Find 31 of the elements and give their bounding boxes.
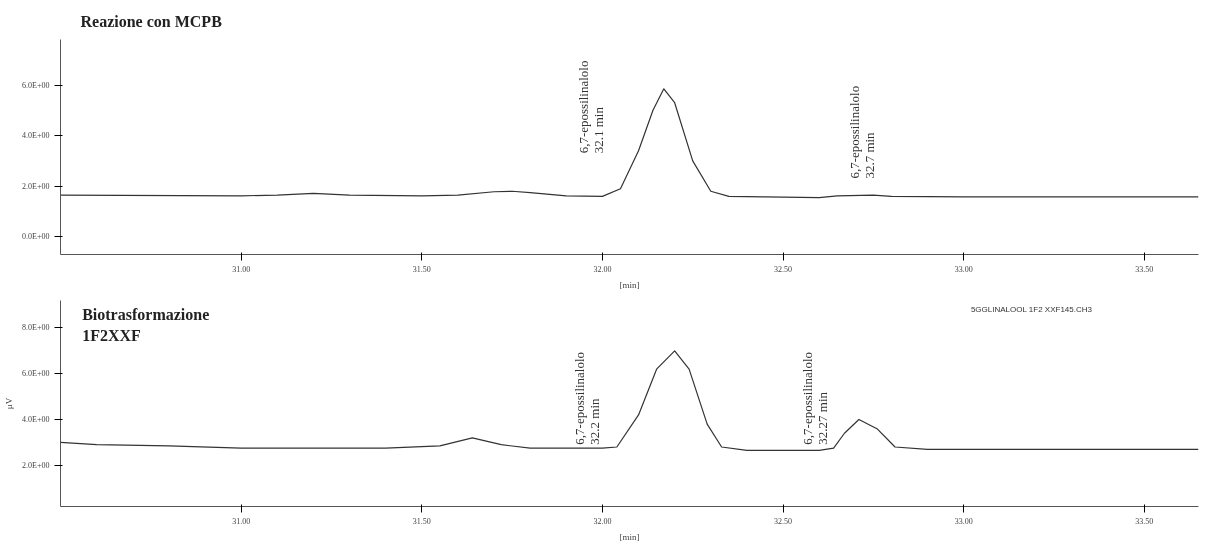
text: Biotrasformazione 1F2XXF [82, 306, 210, 344]
x-tick-label: 31.50 [412, 516, 431, 526]
y-tick-label: 4.0E+00 [22, 131, 50, 141]
y-tick-label: 2.0E+00 [22, 181, 50, 191]
y-axis-title: μV [4, 397, 15, 410]
x-tick-label: 33.00 [954, 516, 973, 526]
y-tick-label: 2.0E+00 [22, 460, 50, 470]
annotation: 6,7-epossilinalolo 32.1 min [576, 60, 607, 154]
x-tick-label: 33.00 [954, 264, 973, 274]
x-tick-label: 32.50 [774, 516, 793, 526]
y-tick-label: 8.0E+00 [22, 323, 50, 333]
y-tick-label: 0.0E+00 [22, 232, 50, 242]
x-tick-label: 31.50 [412, 264, 431, 274]
line-series [60, 350, 1199, 452]
annotation: 6,7-epossilinalolo 32.7 min [846, 85, 877, 179]
y-tick-label: 6.0E+00 [22, 80, 50, 90]
x-tick-label: 32.50 [774, 264, 793, 274]
annotation: 6,7-epossilinalolo 32.27 min [800, 351, 830, 445]
x-tick-label: 33.50 [1135, 264, 1154, 274]
x-tick-label: 32.00 [593, 264, 612, 274]
x-tick-label: 33.50 [1135, 516, 1154, 526]
chart-title: Reazione con MCPB [80, 12, 223, 30]
y-tick-label: 6.0E+00 [22, 369, 50, 379]
x-axis-title: [min] [619, 279, 640, 290]
x-tick-label: 31.00 [232, 516, 251, 526]
x-tick-label: 31.00 [232, 264, 251, 274]
annotation: 5GGLINALOOL 1F2 XXF145.CH3 [970, 305, 1093, 315]
x-axis-title: [min] [619, 531, 640, 542]
y-tick-label: 4.0E+00 [22, 415, 50, 425]
x-tick-label: 32.00 [593, 516, 612, 526]
annotation: 6,7-epossilinalolo 32.2 min [572, 351, 603, 445]
